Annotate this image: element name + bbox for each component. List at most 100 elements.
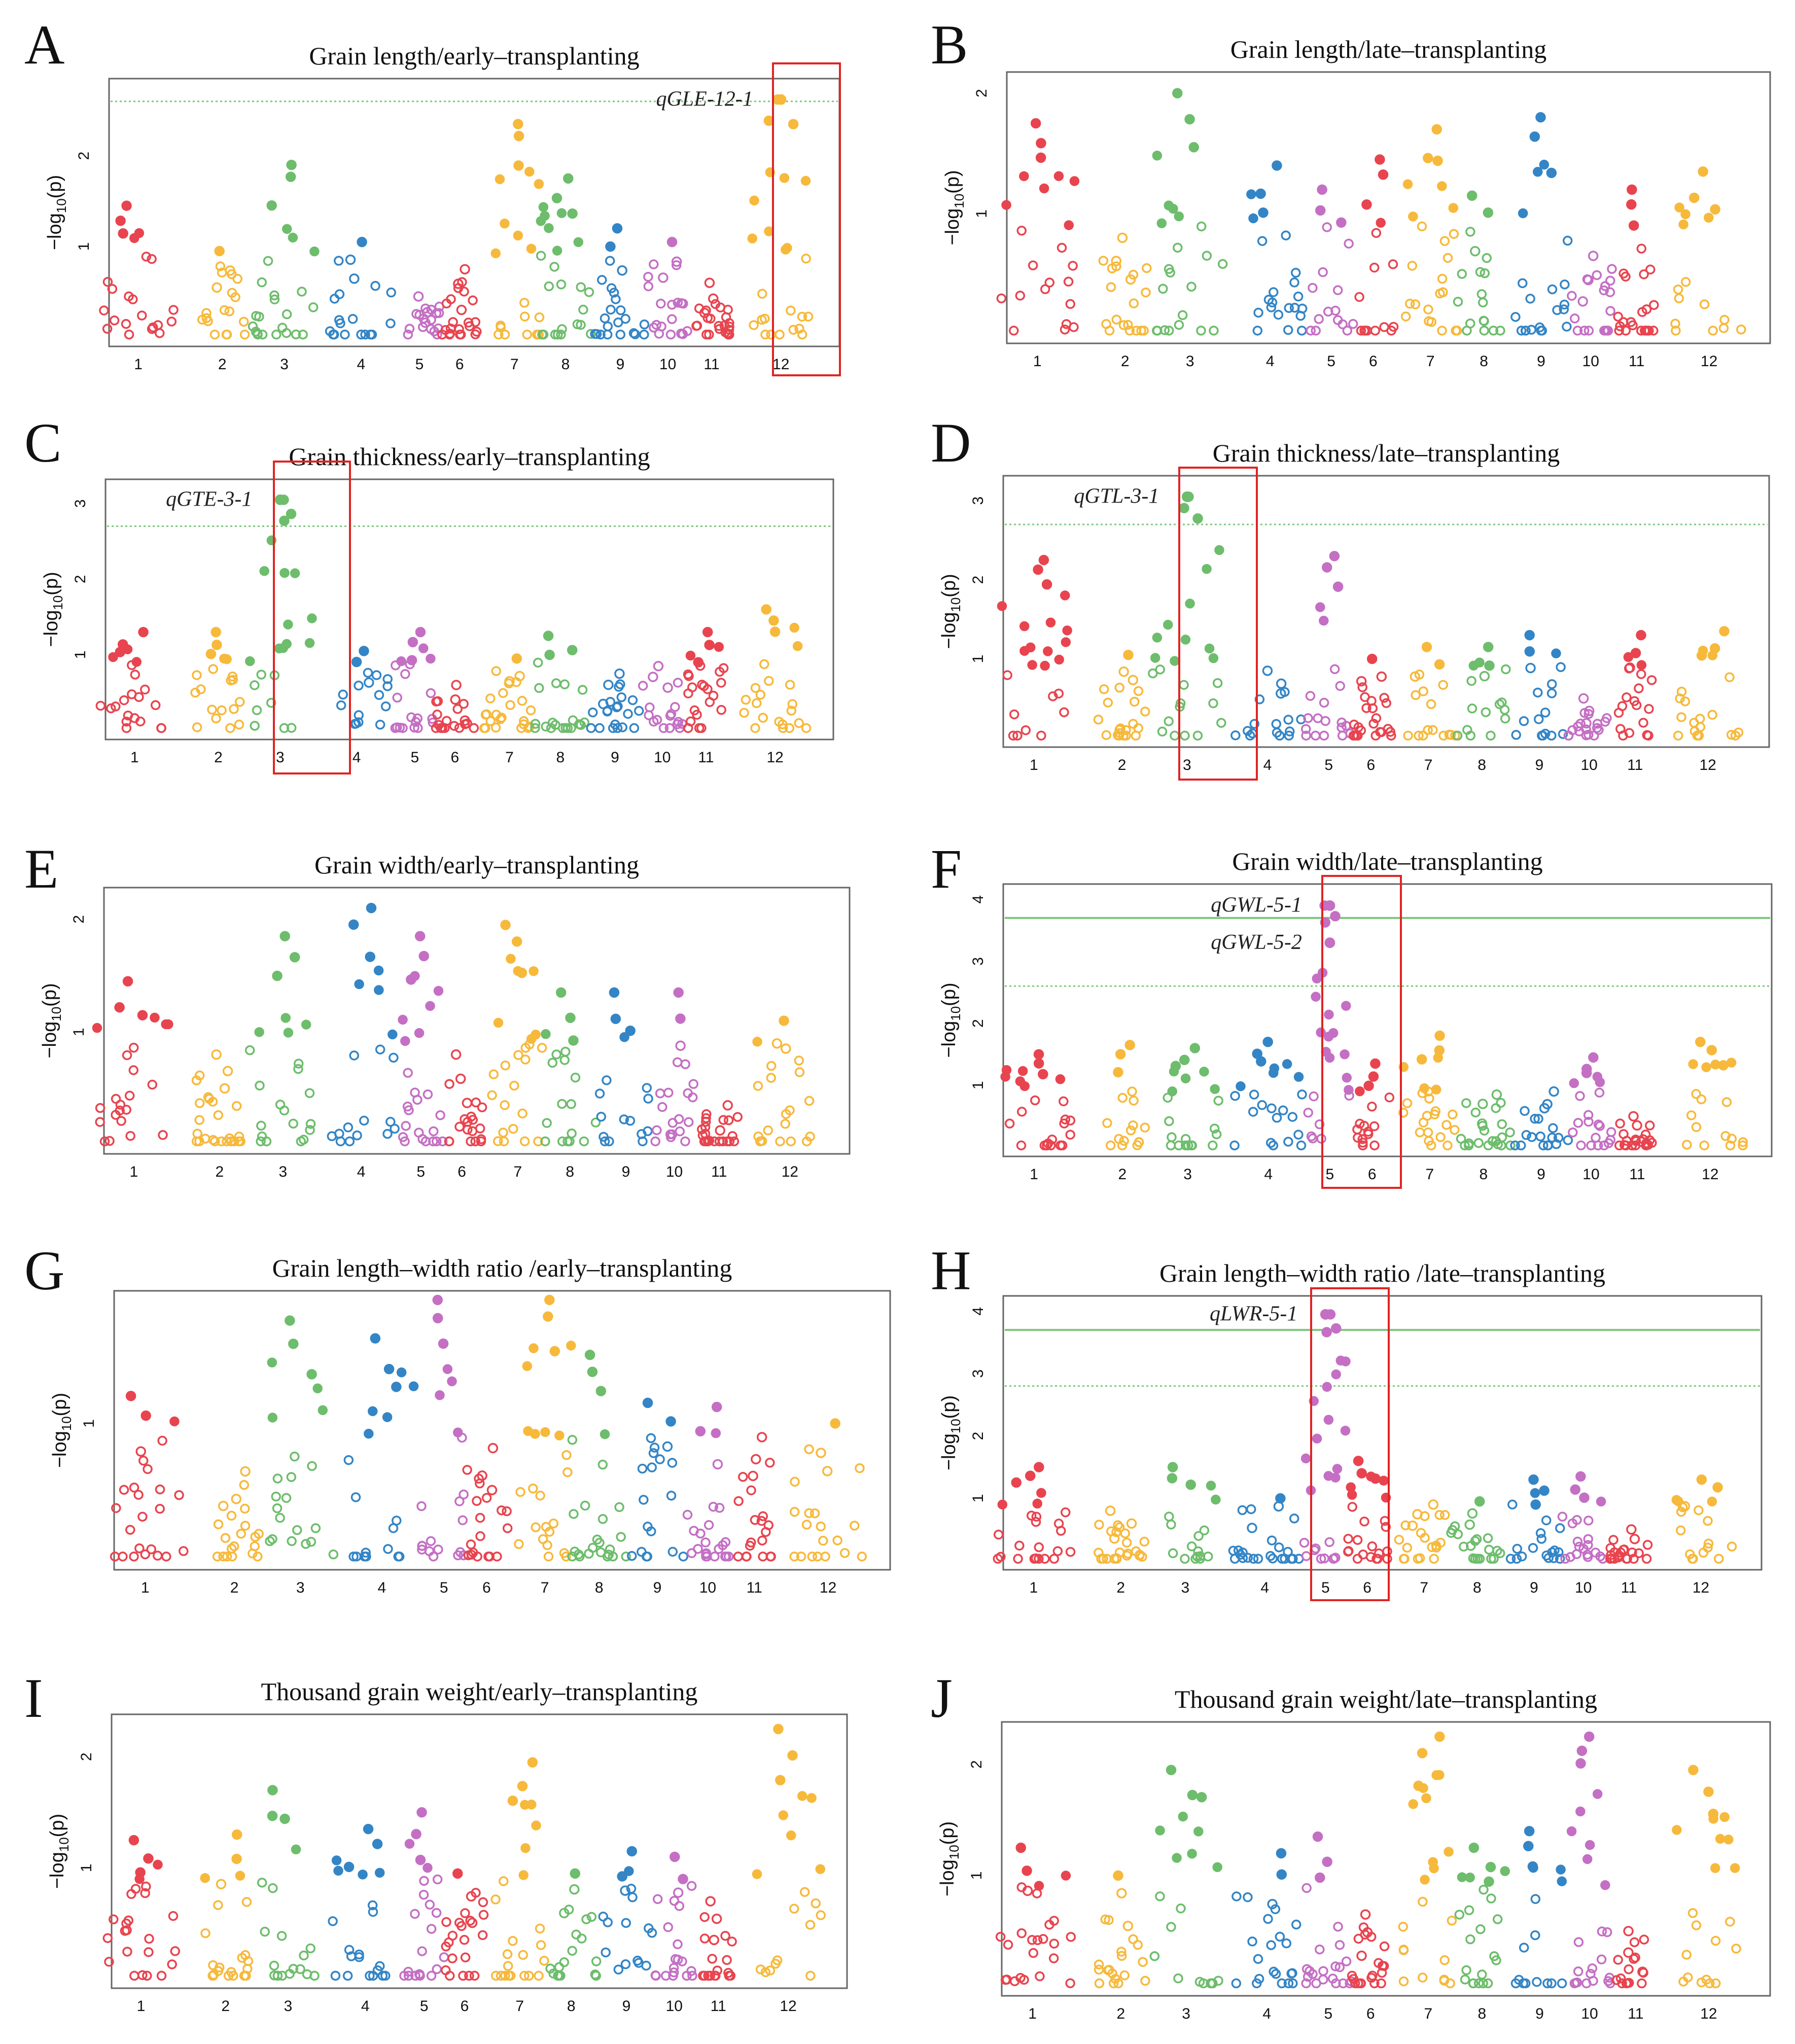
snp-point-chr-7 xyxy=(1449,229,1459,239)
snp-point-chr-6 xyxy=(454,1121,465,1132)
snp-point-chr-11 xyxy=(723,304,733,315)
snp-point-chr-9 xyxy=(1563,1135,1573,1145)
snp-point-chr-2 xyxy=(1134,1137,1144,1147)
snp-point-chr-10 xyxy=(650,1970,661,1981)
snp-point-chr-7 xyxy=(533,1136,543,1147)
snp-point-chr-7 xyxy=(524,166,535,177)
snp-point-chr-5 xyxy=(1327,1973,1338,1984)
snp-point-chr-9 xyxy=(1557,1978,1567,1989)
snp-point-chr-3 xyxy=(290,1452,300,1462)
snp-point-chr-10 xyxy=(1602,713,1612,723)
snp-point-chr-3 xyxy=(279,568,290,578)
snp-point-chr-9 xyxy=(637,1546,647,1557)
snp-point-chr-11 xyxy=(1613,1955,1623,1965)
snp-point-chr-8 xyxy=(536,251,546,261)
snp-point-chr-4 xyxy=(380,701,391,712)
snp-point-chr-5 xyxy=(433,1544,443,1555)
snp-point-chr-10 xyxy=(652,1894,663,1905)
peak-point-chr-12 xyxy=(1695,1037,1706,1047)
snp-point-chr-7 xyxy=(523,1426,533,1436)
snp-point-chr-3 xyxy=(267,1413,278,1423)
peak-point-chr-8 xyxy=(567,208,578,219)
snp-point-chr-8 xyxy=(1473,1978,1484,1989)
peak-point-chr-2 xyxy=(210,626,221,638)
snp-point-chr-6 xyxy=(1371,713,1382,723)
snp-point-chr-10 xyxy=(649,259,659,269)
snp-point-chr-8 xyxy=(567,1129,577,1139)
snp-point-chr-5 xyxy=(1341,1356,1351,1366)
snp-point-chr-3 xyxy=(267,1534,277,1544)
peak-point-chr-9 xyxy=(603,679,614,690)
snp-point-chr-5 xyxy=(1334,1940,1345,1950)
snp-point-chr-2 xyxy=(1103,697,1113,708)
snp-point-chr-7 xyxy=(1414,730,1424,741)
snp-point-chr-1 xyxy=(1001,200,1011,210)
snp-point-chr-9 xyxy=(619,1032,629,1042)
peak-point-chr-12 xyxy=(1698,166,1708,177)
snp-point-chr-3 xyxy=(1196,326,1206,336)
snp-point-chr-9 xyxy=(1511,730,1521,740)
peak-point-chr-7 xyxy=(1432,155,1443,166)
snp-point-chr-4 xyxy=(365,1970,375,1981)
snp-point-chr-4 xyxy=(1248,1554,1259,1564)
snp-point-chr-4 xyxy=(1271,1969,1281,1979)
snp-point-chr-8 xyxy=(1478,1978,1488,1989)
snp-point-chr-4 xyxy=(1267,297,1278,308)
snp-point-chr-4 xyxy=(380,1970,391,1981)
snp-point-chr-8 xyxy=(541,1029,551,1039)
snp-point-chr-10 xyxy=(1572,326,1583,336)
snp-point-chr-12 xyxy=(1699,299,1710,309)
snp-point-chr-2 xyxy=(1094,1964,1104,1975)
snp-point-chr-12 xyxy=(1713,1554,1724,1564)
snp-point-chr-4 xyxy=(1281,1938,1292,1949)
peak-point-chr-1 xyxy=(125,1391,136,1401)
snp-point-chr-4 xyxy=(335,1136,346,1147)
x-tick-label-chr-7: 7 xyxy=(510,356,519,373)
x-tick-label-chr-3: 3 xyxy=(280,356,289,373)
snp-point-chr-7 xyxy=(490,1894,501,1905)
y-tick-label: 1 xyxy=(970,1494,987,1503)
snp-point-chr-5 xyxy=(1308,1133,1318,1144)
snp-point-chr-6 xyxy=(1384,1092,1395,1103)
snp-point-chr-4 xyxy=(338,689,348,700)
snp-point-chr-9 xyxy=(1511,1554,1522,1564)
snp-point-chr-12 xyxy=(760,1967,771,1978)
peak-point-chr-8 xyxy=(584,1349,595,1360)
peak-point-chr-11 xyxy=(756,1432,767,1442)
snp-point-chr-11 xyxy=(724,318,734,328)
snp-point-chr-6 xyxy=(444,1079,454,1089)
snp-point-chr-3 xyxy=(257,277,267,288)
snp-point-chr-7 xyxy=(1423,1086,1433,1097)
snp-point-chr-3 xyxy=(1168,1548,1178,1559)
snp-point-chr-11 xyxy=(683,688,693,699)
snp-point-chr-8 xyxy=(559,679,570,690)
snp-point-chr-7 xyxy=(522,329,532,340)
snp-point-chr-12 xyxy=(797,1791,807,1801)
peak-point-chr-11 xyxy=(1630,648,1641,658)
snp-point-chr-6 xyxy=(476,1134,486,1144)
snp-point-chr-6 xyxy=(441,716,452,726)
snp-point-chr-10 xyxy=(1572,1978,1582,1988)
snp-point-chr-5 xyxy=(431,1136,442,1147)
snp-point-chr-2 xyxy=(237,1953,248,1963)
snp-point-chr-12 xyxy=(1681,1950,1692,1960)
snp-point-chr-12 xyxy=(1710,1978,1721,1989)
snp-point-chr-11 xyxy=(727,1131,737,1141)
snp-point-chr-12 xyxy=(1671,1495,1682,1505)
snp-point-chr-5 xyxy=(425,1899,435,1910)
snp-point-chr-9 xyxy=(614,682,624,692)
snp-point-chr-4 xyxy=(344,1136,355,1147)
y-axis-label: −log10(p) xyxy=(47,1814,72,1889)
panel-j: J Thousand grain weight/late–transplantin… xyxy=(931,1667,1771,2022)
x-tick-label-chr-1: 1 xyxy=(141,1579,150,1596)
snp-point-chr-2 xyxy=(1105,1140,1116,1151)
snp-point-chr-8 xyxy=(1452,730,1463,741)
snp-point-chr-3 xyxy=(1209,326,1219,336)
snp-point-chr-10 xyxy=(1593,1119,1604,1130)
snp-point-chr-1 xyxy=(1008,326,1019,336)
snp-point-chr-7 xyxy=(497,713,507,723)
snp-point-chr-12 xyxy=(786,1830,796,1841)
peak-point-chr-12 xyxy=(816,1448,826,1458)
snp-point-chr-3 xyxy=(307,613,317,623)
snp-point-chr-6 xyxy=(1376,1978,1386,1989)
